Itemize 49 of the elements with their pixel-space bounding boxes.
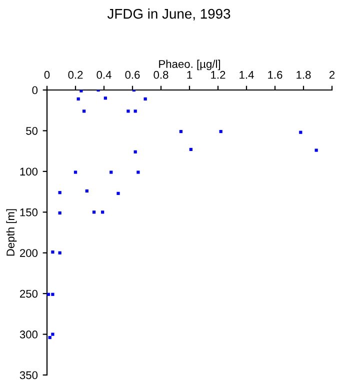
point (101, 210, 104, 214)
point (134, 150, 137, 154)
point (136, 170, 140, 174)
point (51, 332, 54, 336)
x-tick-label: 0.4 (96, 70, 112, 79)
y-tick-label: 100 (20, 168, 38, 176)
y-tick-label: 300 (20, 330, 38, 338)
x-tick-label: 0.6 (125, 70, 140, 79)
x-tick-label: 0.2 (68, 70, 83, 79)
point (116, 192, 120, 195)
point (104, 96, 107, 100)
point (76, 97, 80, 101)
point (47, 292, 50, 296)
point (85, 189, 88, 193)
point (219, 130, 222, 134)
chart-title: JFDG in June, 1993 (107, 8, 230, 20)
x-axis-title: Phaeo. [µg/l] (159, 60, 220, 70)
y-tick-label: 50 (26, 126, 38, 135)
point (299, 130, 302, 134)
point (58, 251, 62, 254)
point (51, 292, 54, 296)
x-tick-label: 1.6 (268, 70, 282, 79)
point (110, 170, 113, 174)
x-tick-label: 2 (329, 70, 335, 79)
y-tick-label: 0 (32, 86, 38, 94)
point (48, 336, 52, 340)
y-tick-label: 200 (20, 249, 38, 257)
x-tick-label: 1.4 (240, 71, 254, 79)
point (189, 148, 192, 151)
point (179, 130, 183, 134)
point (92, 210, 96, 214)
y-tick-label: 350 (20, 371, 38, 380)
x-tick-label: 1.8 (296, 70, 311, 79)
point (51, 250, 54, 254)
point (134, 110, 137, 113)
x-tick-label: 1.2 (211, 70, 226, 79)
point (314, 148, 318, 152)
x-tick-label: 1 (187, 71, 192, 79)
point (58, 211, 62, 215)
y-axis-title: Depth [m] (6, 209, 17, 256)
point (74, 170, 78, 174)
point (144, 97, 147, 101)
x-tick-label: 0 (44, 70, 50, 79)
point (82, 110, 86, 113)
y-tick-label: 250 (20, 290, 38, 298)
point (126, 110, 130, 113)
y-tick-label: 150 (20, 208, 38, 216)
point (58, 191, 62, 194)
x-tick-label: 0.8 (154, 70, 168, 79)
